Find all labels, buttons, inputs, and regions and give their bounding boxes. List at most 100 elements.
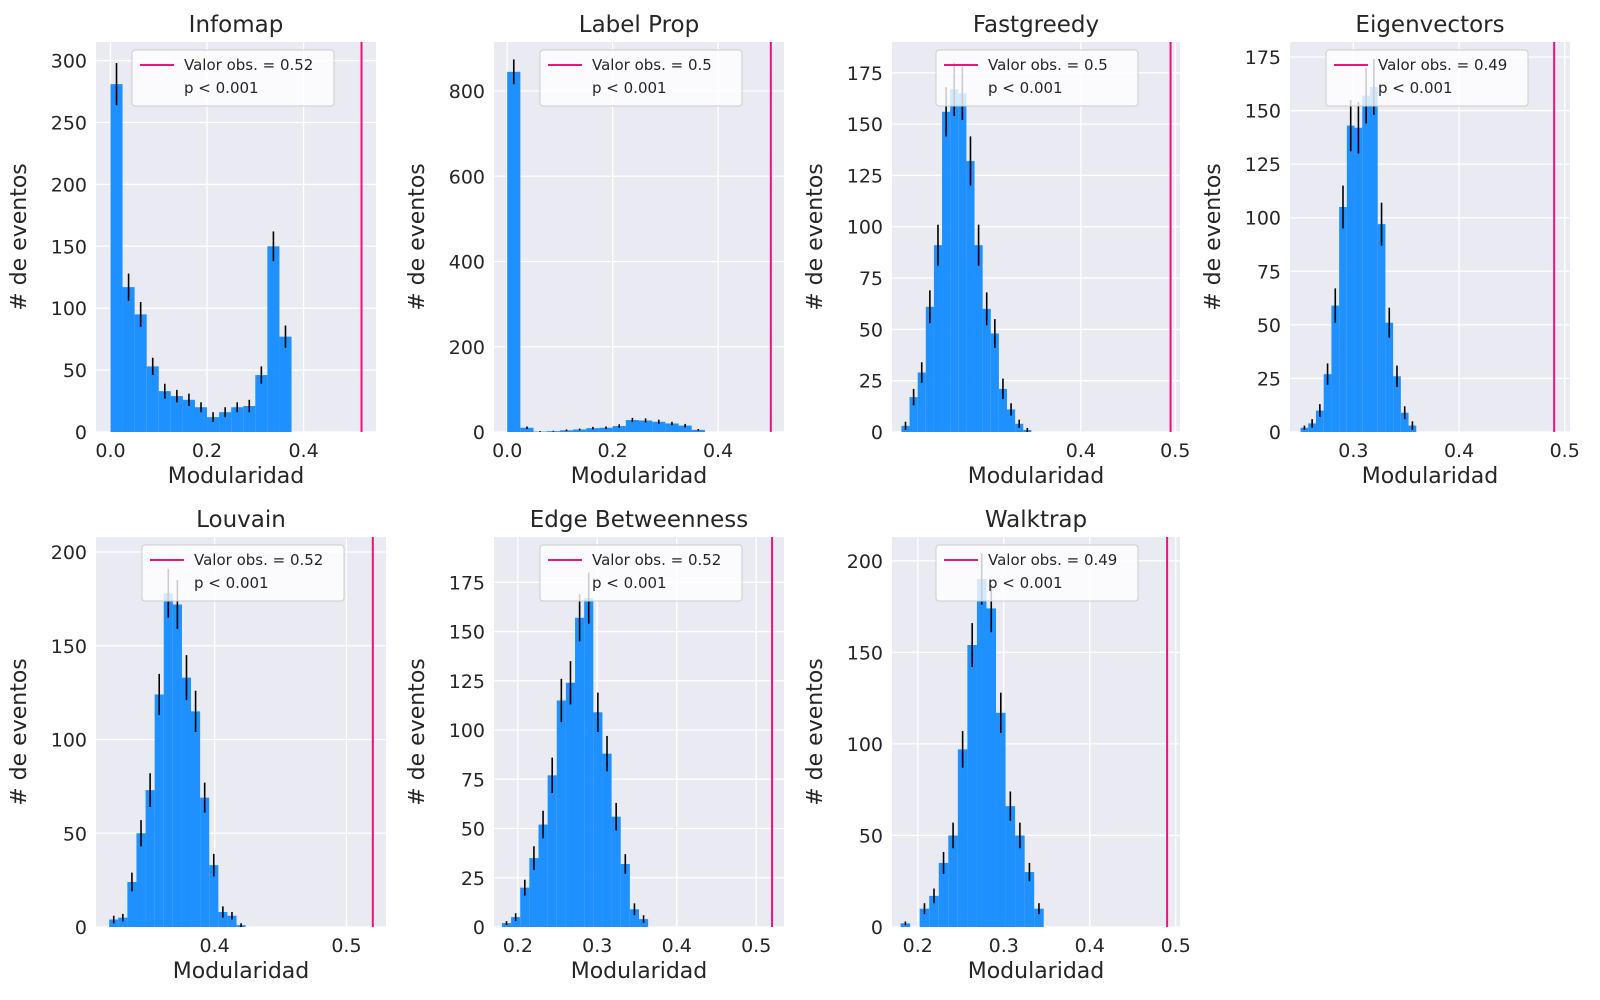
y-tick-label: 100 bbox=[847, 217, 883, 239]
x-tick-label: 0.4 bbox=[288, 440, 318, 462]
x-tick-label: 0.4 bbox=[703, 440, 733, 462]
histogram-bar bbox=[1369, 87, 1378, 432]
legend: Valor obs. = 0.52 p < 0.001 bbox=[539, 544, 743, 602]
histogram-bar bbox=[218, 912, 228, 927]
x-axis-label: Modularidad bbox=[571, 959, 708, 984]
y-tick-label: 175 bbox=[449, 572, 485, 594]
histogram-bar bbox=[602, 753, 612, 927]
x-axis-label: Modularidad bbox=[571, 464, 708, 489]
legend: Valor obs. = 0.49 p < 0.001 bbox=[1325, 49, 1529, 107]
x-axis-label: Modularidad bbox=[968, 959, 1105, 984]
histogram-bar bbox=[1024, 872, 1035, 927]
histogram-bar bbox=[974, 245, 983, 432]
histogram-bar bbox=[1393, 376, 1401, 432]
legend-label: Valor obs. = 0.52 bbox=[592, 551, 721, 569]
y-tick-label: 150 bbox=[847, 642, 883, 664]
legend: Valor obs. = 0.52 p < 0.001 bbox=[141, 544, 345, 602]
y-tick-label: 150 bbox=[51, 636, 87, 658]
legend: Valor obs. = 0.5 p < 0.001 bbox=[539, 49, 743, 107]
histogram-bar bbox=[538, 824, 548, 927]
y-tick-label: 300 bbox=[51, 51, 87, 73]
legend: Valor obs. = 0.52 p < 0.001 bbox=[131, 49, 335, 107]
histogram-bar bbox=[625, 420, 639, 432]
y-axis-label: # de eventos bbox=[1201, 163, 1226, 311]
legend: Valor obs. = 0.5 p < 0.001 bbox=[935, 49, 1139, 107]
histogram-bar bbox=[691, 429, 705, 432]
y-tick-label: 175 bbox=[1245, 47, 1281, 69]
y-tick-label: 50 bbox=[461, 819, 485, 841]
x-tick-label: 0.0 bbox=[95, 440, 125, 462]
y-tick-label: 800 bbox=[449, 81, 485, 103]
histogram-bar bbox=[279, 336, 292, 432]
histogram-bar bbox=[255, 375, 268, 432]
y-tick-label: 75 bbox=[1257, 261, 1281, 283]
y-tick-label: 50 bbox=[63, 360, 87, 382]
legend-label: Valor obs. = 0.52 bbox=[194, 551, 323, 569]
histogram-bar bbox=[584, 598, 594, 927]
chart-title: Eigenvectors bbox=[1355, 12, 1504, 38]
axes-background bbox=[494, 42, 784, 432]
legend-box bbox=[935, 49, 1139, 107]
histogram-bar bbox=[998, 388, 1008, 432]
y-tick-label: 0 bbox=[871, 422, 883, 444]
y-tick-label: 400 bbox=[449, 252, 485, 274]
x-tick-label: 0.3 bbox=[989, 935, 1019, 957]
legend: Valor obs. = 0.49 p < 0.001 bbox=[935, 544, 1139, 602]
x-tick-label: 0.2 bbox=[192, 440, 222, 462]
histogram-bar bbox=[1323, 374, 1332, 432]
y-axis-label: # de eventos bbox=[803, 163, 828, 311]
histogram-bar bbox=[948, 835, 958, 927]
histogram-bar bbox=[919, 908, 930, 927]
x-tick-label: 0.4 bbox=[200, 935, 230, 957]
histogram-bar bbox=[1315, 410, 1324, 432]
panel-label-prop: 0 200 400 600 800 0.0 0.2 0.4 Label Prop Modulari… bbox=[405, 12, 784, 489]
histogram-bar bbox=[966, 161, 975, 433]
histogram-bar bbox=[191, 711, 201, 927]
histogram-bar bbox=[163, 593, 173, 927]
panel-edge-betweenness: 0 25 50 75 100 125 150 175 0.2 0.3 0.4 0.5 Edge Betw… bbox=[405, 507, 784, 984]
panel-eigenvectors: 0 25 50 75 100 125 150 175 0.3 0.4 0.5 Eigenvectors… bbox=[1201, 12, 1580, 489]
histogram-bar bbox=[134, 314, 147, 432]
legend-pvalue: p < 0.001 bbox=[1378, 79, 1453, 97]
x-tick-label: 0.4 bbox=[1444, 440, 1474, 462]
panel-fastgreedy: 0 25 50 75 100 125 150 175 0.4 0.5 Fastgreedy Modul… bbox=[803, 12, 1190, 489]
legend-label: Valor obs. = 0.49 bbox=[1378, 56, 1507, 74]
chart-title: Infomap bbox=[189, 12, 284, 38]
panel-infomap: 0 50 100 150 200 250 300 0.0 0.2 0.4 Infomap Modula… bbox=[7, 12, 376, 489]
legend-box bbox=[141, 544, 345, 602]
legend-label: Valor obs. = 0.52 bbox=[184, 56, 313, 74]
y-tick-label: 25 bbox=[859, 371, 883, 393]
histogram-bar bbox=[938, 862, 949, 927]
histogram-bar bbox=[158, 391, 171, 432]
y-tick-label: 250 bbox=[51, 112, 87, 134]
y-axis-label: # de eventos bbox=[7, 163, 32, 311]
histogram-bar bbox=[227, 915, 237, 927]
y-tick-label: 50 bbox=[859, 825, 883, 847]
histogram-bar bbox=[611, 816, 621, 927]
x-axis-label: Modularidad bbox=[168, 464, 305, 489]
histogram-bar bbox=[573, 429, 587, 432]
x-tick-label: 0.5 bbox=[741, 935, 771, 957]
histogram-bar bbox=[593, 712, 603, 927]
chart-title: Walktrap bbox=[985, 507, 1087, 533]
histogram-bar bbox=[207, 417, 220, 432]
x-tick-label: 0.5 bbox=[331, 935, 361, 957]
histogram-bar bbox=[1362, 95, 1370, 433]
y-tick-label: 200 bbox=[449, 337, 485, 359]
y-tick-label: 150 bbox=[847, 114, 883, 136]
histogram-bar bbox=[231, 407, 244, 432]
y-tick-label: 25 bbox=[1257, 368, 1281, 390]
histogram-bar bbox=[909, 397, 918, 432]
histogram-bar bbox=[122, 287, 135, 432]
histogram-bar bbox=[194, 407, 208, 432]
y-tick-label: 150 bbox=[1245, 101, 1281, 123]
y-tick-label: 125 bbox=[1245, 154, 1281, 176]
y-tick-label: 50 bbox=[859, 319, 883, 341]
y-tick-label: 50 bbox=[63, 823, 87, 845]
y-tick-label: 100 bbox=[1245, 208, 1281, 230]
y-tick-label: 0 bbox=[75, 917, 87, 939]
histogram-bar bbox=[599, 427, 613, 432]
x-tick-label: 0.5 bbox=[1160, 440, 1190, 462]
histogram-bar bbox=[520, 427, 534, 432]
legend-label: Valor obs. = 0.5 bbox=[592, 56, 712, 74]
